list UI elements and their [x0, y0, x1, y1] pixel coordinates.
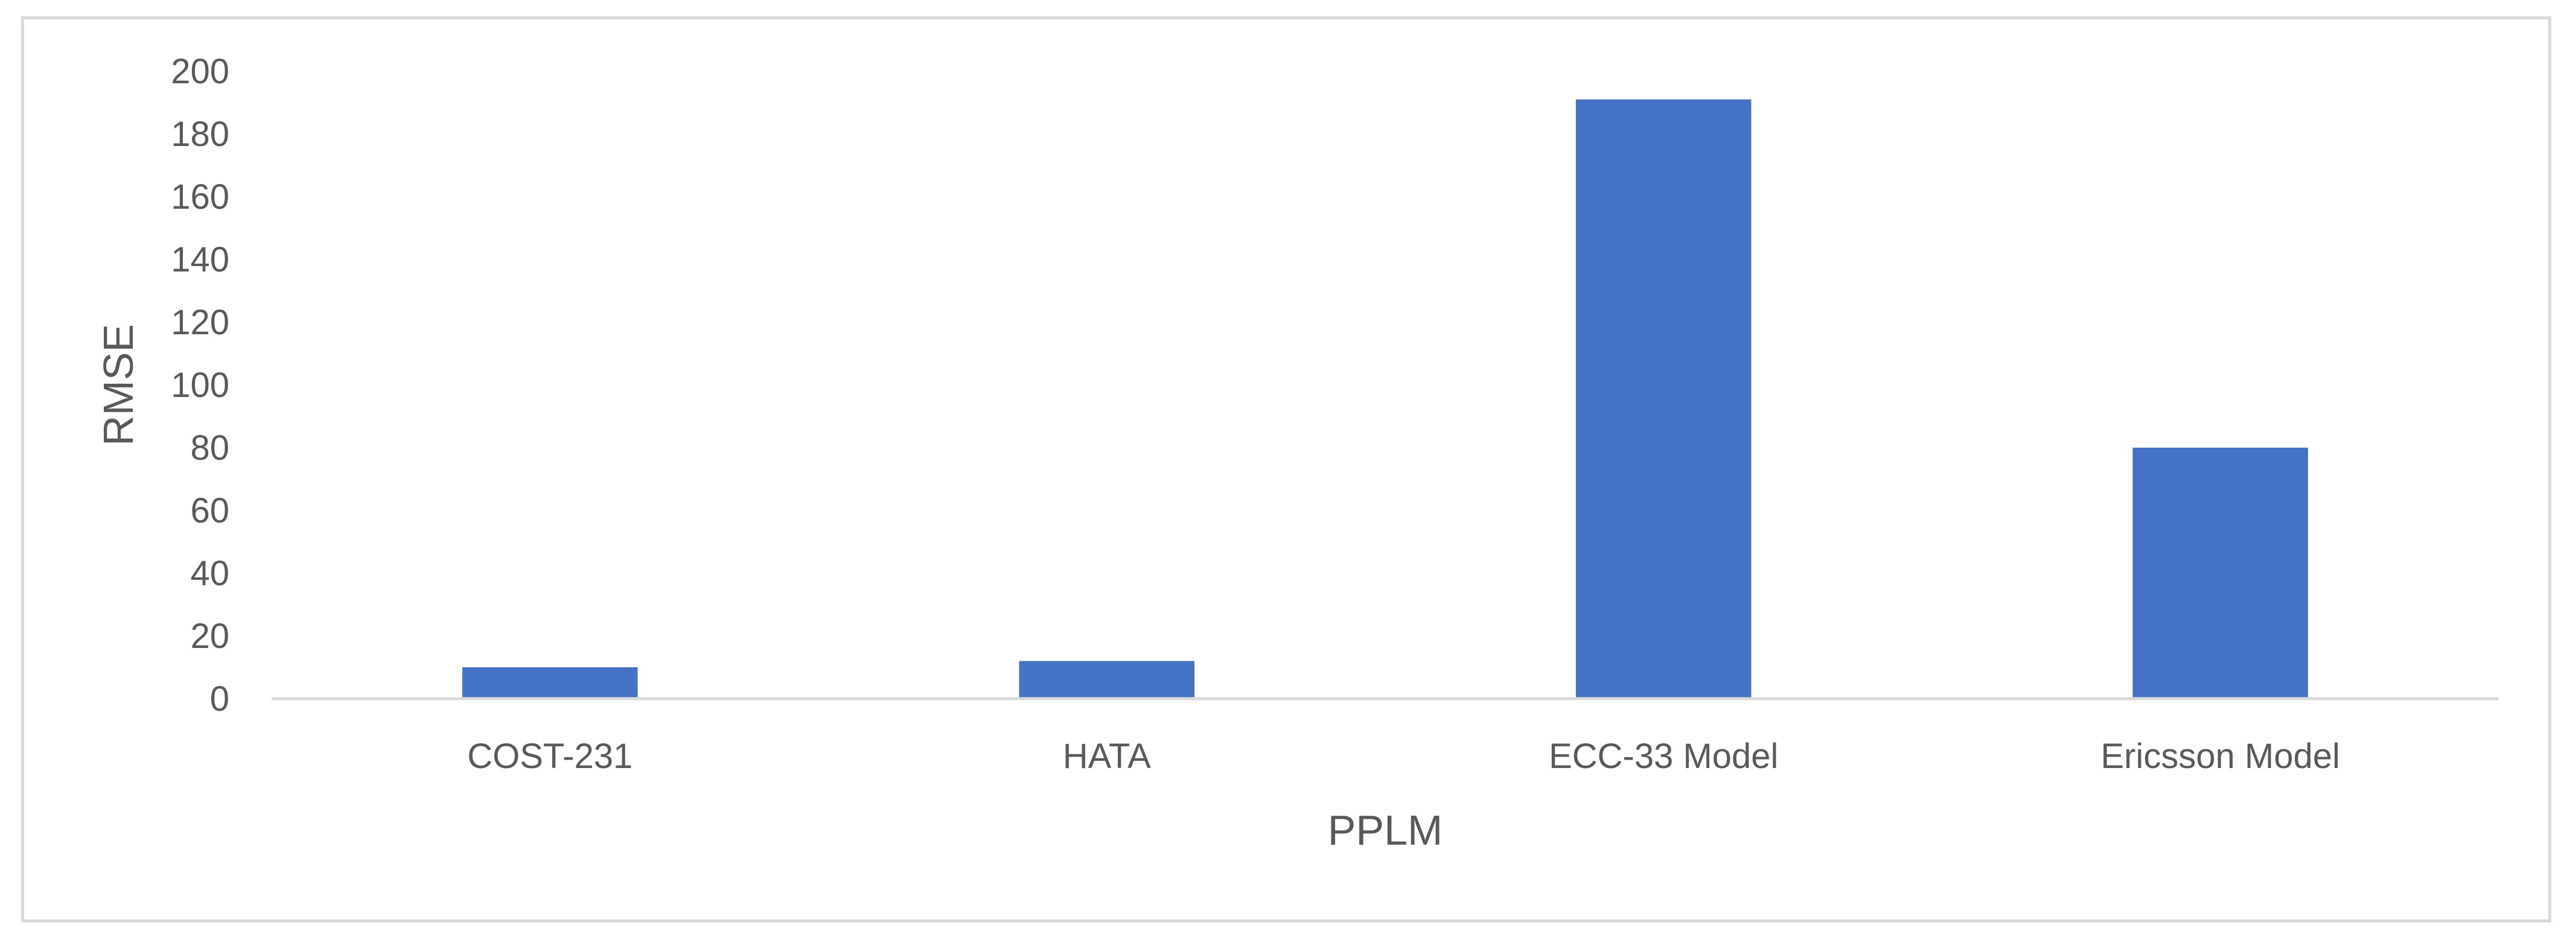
y-tick-label: 180	[171, 115, 229, 154]
x-tick-label: Ericsson Model	[2101, 737, 2340, 776]
y-tick-label: 140	[171, 240, 229, 279]
y-tick-label: 20	[190, 617, 229, 656]
y-tick-label: 160	[171, 177, 229, 217]
x-tick-label: COST-231	[467, 737, 633, 776]
chart-frame	[21, 16, 2551, 922]
bar	[1575, 99, 1752, 699]
y-tick-label: 120	[171, 303, 229, 342]
y-tick-label: 0	[210, 679, 229, 719]
y-tick-label: 40	[190, 554, 229, 593]
x-axis-ticks: COST-231 HATA ECC-33 Model Ericsson Model	[467, 737, 2340, 776]
x-tick-label: HATA	[1063, 737, 1151, 776]
bar	[1019, 661, 1195, 699]
bar	[2132, 448, 2309, 699]
y-axis-ticks: 0 20 40 60 80 100 120 140 160 180 200	[171, 52, 229, 719]
y-tick-label: 100	[171, 366, 229, 405]
y-tick-label: 200	[171, 52, 229, 91]
y-axis-title: RMSE	[95, 324, 142, 446]
bars	[462, 99, 2309, 699]
x-axis-title: PPLM	[1328, 807, 1443, 854]
y-tick-label: 80	[190, 428, 229, 468]
x-tick-label: ECC-33 Model	[1549, 737, 1778, 776]
bar	[462, 667, 638, 699]
y-tick-label: 60	[190, 491, 229, 530]
